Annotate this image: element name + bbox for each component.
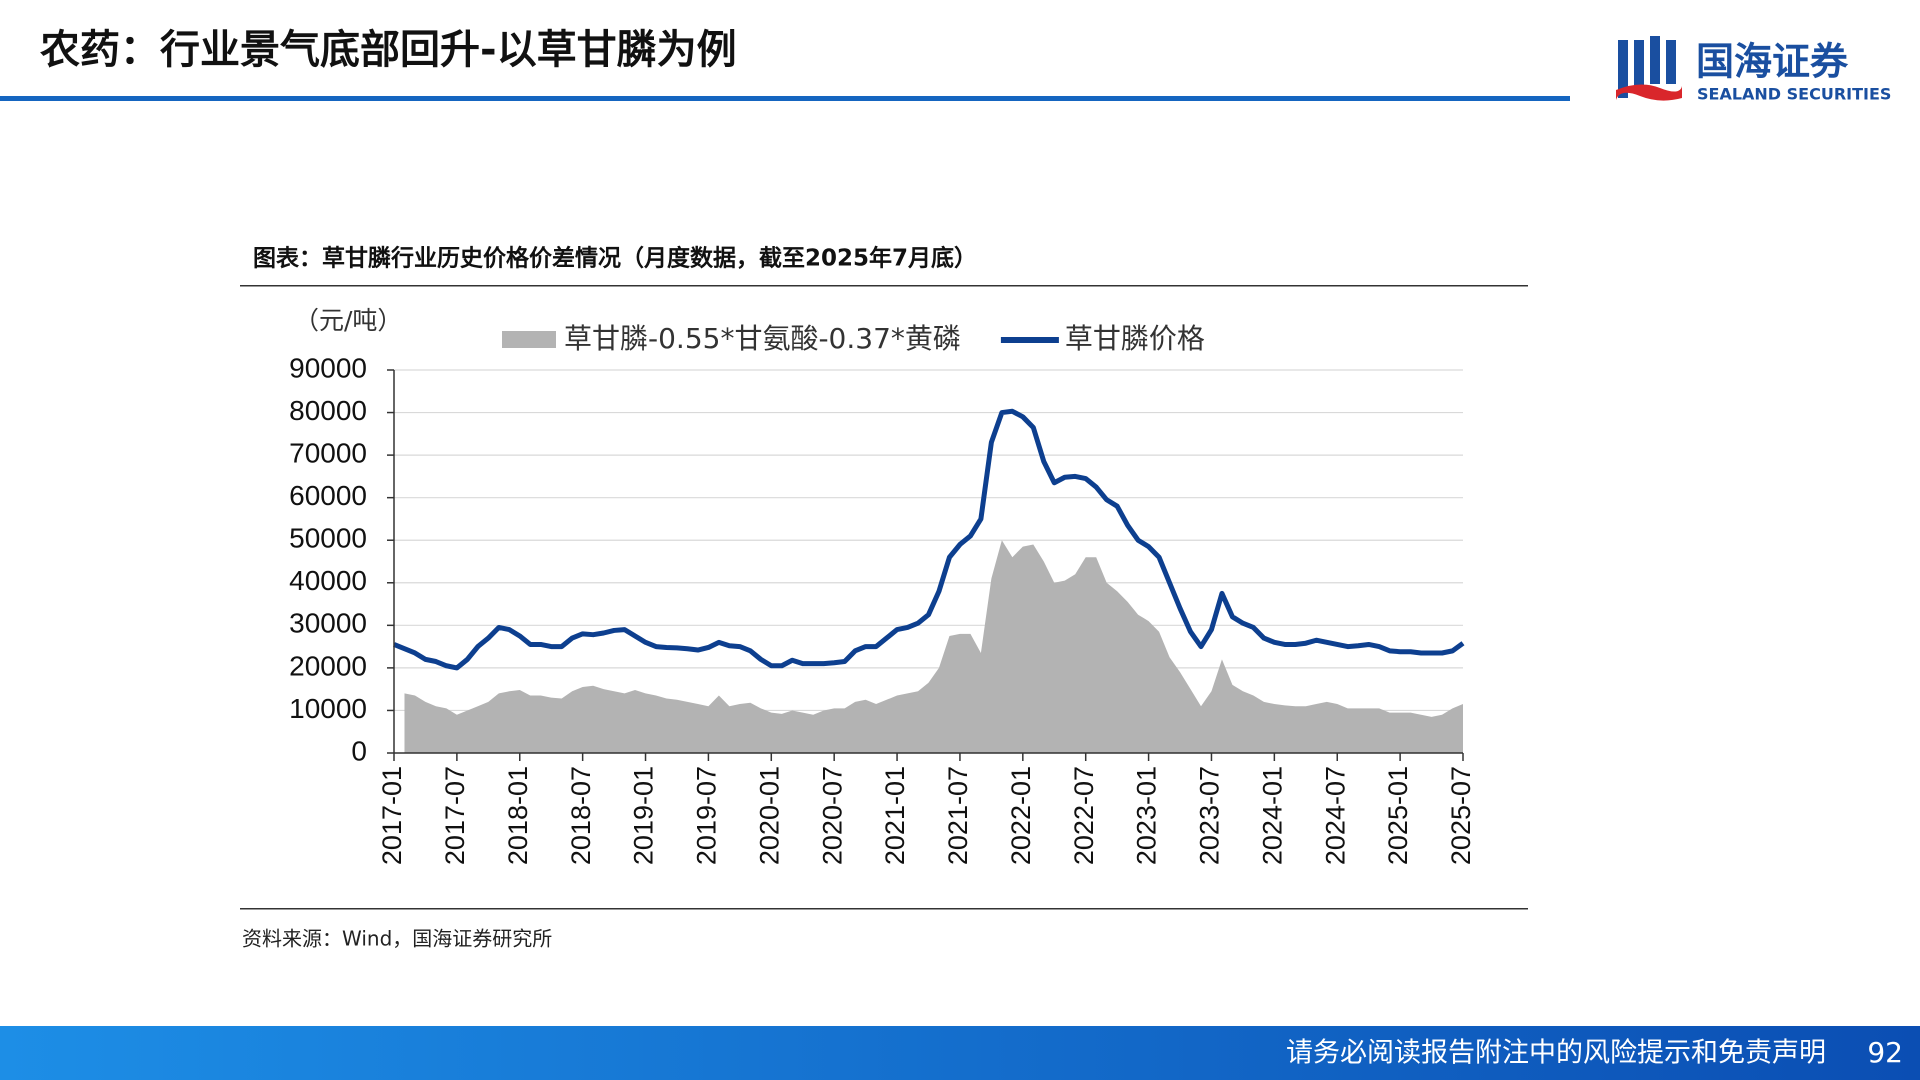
x-tick-label: 2019-07 [692, 766, 722, 865]
x-tick-label: 2017-01 [377, 766, 407, 865]
x-tick-label: 2020-07 [817, 766, 847, 865]
logo-bar [1650, 36, 1660, 84]
y-tick-label: 70000 [289, 438, 367, 469]
y-tick-label: 80000 [289, 395, 367, 426]
y-tick-label: 30000 [289, 608, 367, 639]
x-tick-label: 2022-01 [1006, 766, 1036, 865]
x-tick-label: 2021-07 [943, 766, 973, 865]
x-tick-label: 2018-07 [566, 766, 596, 865]
footer-bar [0, 1026, 1920, 1080]
disclaimer: 请务必阅读报告附注中的风险提示和免责声明 [1286, 1038, 1826, 1069]
y-tick-label: 50000 [289, 523, 367, 554]
y-tick-label: 90000 [289, 352, 367, 383]
line-series [393, 408, 1465, 671]
chart-bottom-rule [240, 908, 1528, 910]
source: 资料来源：Wind，国海证券研究所 [242, 927, 552, 951]
title-rule [0, 96, 1570, 101]
area-series [404, 540, 1464, 753]
legend-label: 草甘膦-0.55*甘氨酸-0.37*黄磷 [564, 322, 961, 355]
logo-cn: 国海证券 [1696, 40, 1849, 84]
x-tick-label: 2025-01 [1383, 766, 1413, 865]
slide-title: 农药：行业景气底部回升-以草甘膦为例 [40, 27, 737, 73]
x-tick-label: 2023-07 [1195, 766, 1225, 865]
legend-label: 草甘膦价格 [1065, 322, 1205, 355]
y-axis-label: （元/吨） [294, 306, 402, 335]
x-tick-label: 2023-01 [1132, 766, 1162, 865]
logo: 国海证券 SEALAND SECURITIES [1616, 36, 1891, 104]
y-tick-label: 20000 [289, 650, 367, 681]
page-number: 92 [1867, 1036, 1903, 1069]
x-tick-label: 2020-01 [754, 766, 784, 865]
y-tick-label: 60000 [289, 480, 367, 511]
chart-title: 图表：草甘膦行业历史价格价差情况（月度数据，截至2025年7月底） [253, 245, 977, 272]
logo-wave [1616, 84, 1682, 101]
chart-top-rule [240, 285, 1528, 287]
logo-bar [1634, 40, 1644, 90]
y-tick-label: 0 [351, 735, 367, 766]
x-tick-label: 2024-07 [1320, 766, 1350, 865]
x-tick-label: 2021-01 [880, 766, 910, 865]
x-tick-label: 2022-07 [1069, 766, 1099, 865]
y-tick-label: 40000 [289, 565, 367, 596]
y-tick-label: 10000 [289, 693, 367, 724]
x-tick-label: 2024-01 [1257, 766, 1287, 865]
logo-bar [1618, 40, 1628, 98]
x-tick-label: 2017-07 [440, 766, 470, 865]
logo-en: SEALAND SECURITIES [1697, 85, 1891, 104]
x-tick-label: 2019-01 [629, 766, 659, 865]
legend-swatch [502, 331, 556, 348]
x-tick-label: 2025-07 [1446, 766, 1476, 865]
logo-bar [1666, 40, 1676, 84]
x-tick-label: 2018-01 [503, 766, 533, 865]
